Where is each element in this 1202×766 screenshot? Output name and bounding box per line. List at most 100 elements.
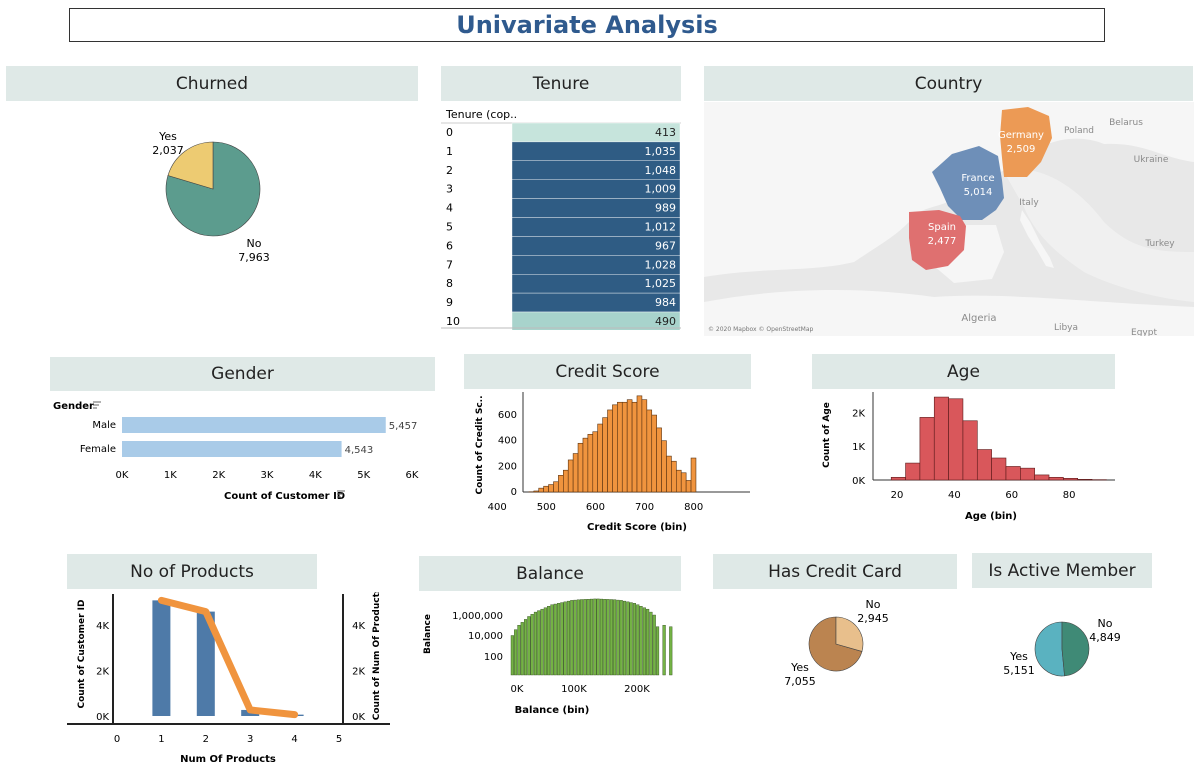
products-bar	[196, 611, 215, 716]
age-x-axis-label: Age (bin)	[965, 511, 1017, 522]
age-bar	[919, 417, 935, 481]
balance-bar	[560, 602, 564, 676]
balance-bar	[669, 626, 673, 676]
map-region-france[interactable]	[932, 146, 1004, 220]
tenure-row-label: 6	[446, 239, 453, 252]
tenure-cell	[511, 311, 681, 330]
balance-bar	[596, 598, 600, 676]
map-land-east	[1004, 169, 1194, 302]
balance-bar	[629, 602, 633, 676]
churned-yes-value: 2,037	[152, 144, 184, 157]
balance-bar	[573, 599, 577, 676]
age-y-axis-label: Count of Age	[822, 402, 832, 468]
balance-bar	[613, 599, 617, 676]
gender-sort-icon[interactable]	[93, 401, 101, 409]
map-place-egypt: Egypt	[1131, 328, 1157, 336]
credit-card-no-slice	[835, 616, 864, 652]
balance-bar	[646, 608, 650, 676]
balance-bar	[606, 599, 610, 676]
credit-score-bar	[690, 457, 697, 493]
tenure-row-label: 4	[446, 202, 453, 215]
balance-bar	[533, 611, 537, 676]
credit-score-y-tick: 200	[498, 461, 517, 472]
active-member-header: Is Active Member	[972, 553, 1152, 588]
map-france-value: 5,014	[964, 187, 993, 198]
balance-bar	[520, 622, 524, 676]
credit-score-x-tick: 700	[635, 502, 654, 513]
credit-score-y-tick: 0	[511, 487, 517, 498]
tenure-header: Tenure	[441, 66, 681, 101]
age-bar	[1063, 478, 1079, 481]
gender-x-tick: 1K	[164, 470, 177, 481]
map-place-ukraine: Ukraine	[1134, 155, 1169, 165]
tenure-row-value: 1,028	[645, 258, 677, 271]
gender-category-label: Male	[92, 420, 116, 431]
map-region-spain[interactable]	[909, 210, 966, 270]
credit-score-bar	[636, 395, 643, 493]
count-sort-icon[interactable]	[337, 490, 345, 498]
map-place-turkey: Turkey	[1144, 239, 1175, 249]
balance-x-tick: 0K	[511, 684, 524, 695]
balance-x-tick: 200K	[624, 684, 650, 695]
credit-score-bar	[538, 487, 544, 493]
age-header: Age	[812, 354, 1115, 389]
balance-bar	[550, 604, 554, 676]
balance-bar	[589, 598, 594, 676]
balance-bar	[626, 601, 630, 676]
products-x-tick: 4	[291, 734, 297, 745]
credit-score-bar	[582, 437, 589, 493]
dashboard-title: Univariate Analysis	[456, 11, 718, 39]
products-x-axis-label: Num Of Products	[180, 754, 276, 765]
tenure-row-value: 984	[655, 296, 676, 309]
churned-header: Churned	[6, 66, 418, 101]
dashboard-title-box: Univariate Analysis	[69, 8, 1105, 42]
churned-yes-label: Yes	[158, 130, 177, 143]
credit-score-bar	[661, 440, 667, 493]
products-x-tick: 3	[247, 734, 253, 745]
map-place-italy: Italy	[1019, 198, 1039, 208]
tenure-row-label: 9	[446, 296, 453, 309]
map-copyright: © 2020 Mapbox © OpenStreetMap	[708, 326, 814, 333]
tenure-row-value: 1,048	[645, 164, 677, 177]
credit-score-bar	[533, 490, 540, 493]
age-y-tick: 1K	[852, 442, 865, 453]
balance-x-tick: 100K	[561, 684, 587, 695]
age-bar	[962, 420, 978, 481]
map-place-algeria: Algeria	[961, 313, 996, 324]
credit-score-histogram: Count of Credit Sc.. 400 500 600 700 800 0 200…	[475, 392, 750, 533]
churned-no-label: No	[247, 237, 262, 250]
credit-score-bar	[617, 401, 623, 493]
balance-bar	[537, 610, 541, 676]
balance-bar	[622, 600, 627, 676]
country-header: Country	[704, 66, 1193, 101]
tenure-row-label: 10	[446, 315, 460, 328]
credit-score-bar	[612, 404, 618, 493]
credit-score-x-tick: 400	[488, 502, 507, 513]
credit-score-bar	[597, 423, 603, 493]
credit-score-bar	[626, 399, 633, 493]
gender-x-tick: 0K	[116, 470, 129, 481]
credit-score-bar	[680, 472, 687, 493]
credit-score-x-axis-label: Credit Score (bin)	[587, 522, 687, 533]
balance-bar	[593, 598, 597, 676]
gender-x-axis-label: Count of Customer ID	[224, 491, 345, 502]
age-bar	[1005, 466, 1021, 481]
tenure-row-value: 490	[655, 315, 676, 328]
credit-score-bar	[548, 484, 554, 493]
age-bar	[1048, 476, 1064, 481]
credit-score-bar	[671, 460, 677, 493]
balance-bar	[527, 616, 531, 676]
balance-bar	[580, 599, 584, 676]
products-x-tick: 2	[203, 734, 209, 745]
credit-score-x-tick: 500	[537, 502, 556, 513]
balance-bar	[523, 619, 528, 676]
gender-category-label: Female	[80, 444, 116, 455]
active-member-yes-label: Yes	[1009, 650, 1028, 663]
age-bar	[1077, 479, 1093, 481]
map-region-germany[interactable]	[1000, 107, 1052, 177]
credit-score-bar	[621, 401, 628, 493]
credit-score-x-tick: 600	[586, 502, 605, 513]
map-place-poland: Poland	[1064, 126, 1094, 136]
credit-card-yes-label: Yes	[790, 661, 809, 674]
